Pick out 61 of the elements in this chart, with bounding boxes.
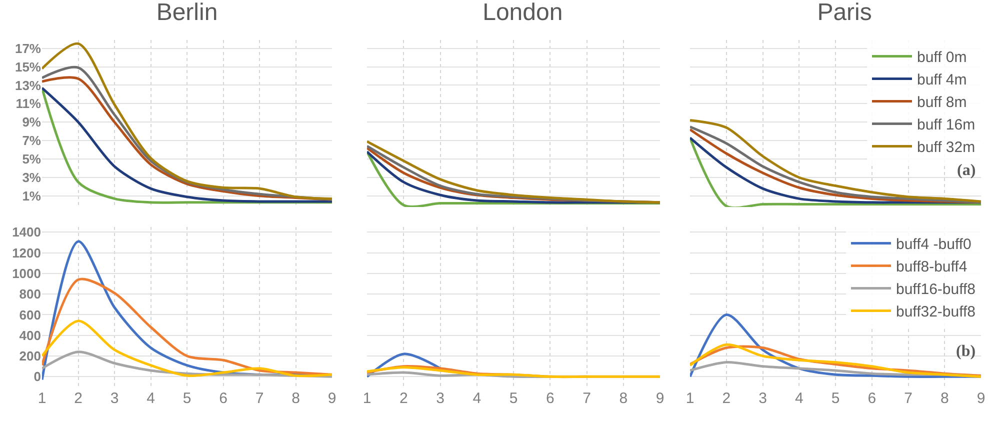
chart-title: London — [482, 0, 563, 26]
y-tick-label: 17% — [14, 40, 42, 56]
line-series — [42, 42, 332, 200]
x-tick-label: 8 — [292, 390, 300, 407]
x-tick-label: 5 — [509, 390, 518, 407]
x-tick-label: 6 — [219, 390, 228, 407]
x-tick-label: 7 — [582, 390, 591, 407]
x-tick-label: 3 — [436, 390, 444, 407]
y-tick-label: 1200 — [12, 245, 41, 260]
legend-label: buff 4m — [917, 72, 967, 89]
y-tick-label: 200 — [19, 348, 41, 364]
x-tick-label: 2 — [722, 390, 731, 407]
legend-label: buff 32m — [917, 139, 976, 156]
y-tick-label: 1000 — [12, 266, 41, 281]
legend-label: buff 16m — [917, 116, 976, 134]
y-tick-label: 3% — [22, 170, 42, 186]
y-tick-label: 800 — [19, 286, 41, 302]
x-tick-label: 3 — [758, 390, 767, 407]
annotation: (b) — [956, 343, 976, 360]
x-tick-label: 4 — [472, 390, 482, 407]
x-tick-label: 7 — [904, 390, 912, 407]
y-tick-label: 600 — [19, 307, 41, 322]
y-tick-label: 0 — [34, 369, 41, 384]
line-series — [42, 320, 332, 378]
line-series — [42, 278, 332, 376]
y-tick-label: 11% — [16, 96, 42, 112]
x-tick-label: 5 — [182, 390, 192, 407]
chart-title: Paris — [817, 0, 872, 26]
legend-label: buff16-buff8 — [896, 281, 976, 298]
y-tick-label: 5% — [22, 152, 42, 167]
y-tick-label: 1% — [22, 188, 42, 204]
chart-title: Berlin — [156, 0, 218, 26]
x-tick-label: 8 — [619, 390, 628, 407]
x-tick-label: 5 — [831, 390, 840, 407]
x-tick-label: 9 — [656, 390, 664, 407]
y-tick-label: 1400 — [12, 224, 41, 240]
x-tick-label: 2 — [74, 390, 82, 407]
x-tick-label: 6 — [868, 390, 876, 407]
annotation: (a) — [957, 162, 976, 179]
x-tick-label: 1 — [38, 390, 46, 407]
y-tick-label: 7% — [22, 133, 42, 148]
x-tick-label: 6 — [546, 390, 554, 407]
x-tick-label: 9 — [976, 390, 986, 407]
x-tick-label: 2 — [399, 390, 408, 407]
legend-label: buff8-buff4 — [896, 258, 968, 276]
x-tick-label: 3 — [110, 390, 119, 407]
legend-label: buff 0m — [917, 49, 967, 66]
y-tick-label: 9% — [22, 114, 42, 130]
legend-label: buff32-buff8 — [896, 304, 976, 321]
legend-label: buff4 -buff0 — [896, 236, 972, 254]
y-tick-label: 13% — [14, 78, 42, 93]
x-tick-label: 7 — [255, 390, 264, 407]
x-tick-label: 4 — [794, 390, 804, 407]
x-tick-label: 8 — [940, 390, 949, 407]
x-tick-label: 4 — [146, 390, 155, 407]
y-tick-label: 15% — [14, 59, 42, 74]
x-tick-label: 1 — [362, 390, 372, 407]
legend-label: buff 8m — [917, 94, 967, 112]
x-tick-label: 1 — [686, 390, 694, 407]
y-tick-label: 400 — [19, 328, 41, 343]
x-tick-label: 9 — [328, 390, 336, 407]
